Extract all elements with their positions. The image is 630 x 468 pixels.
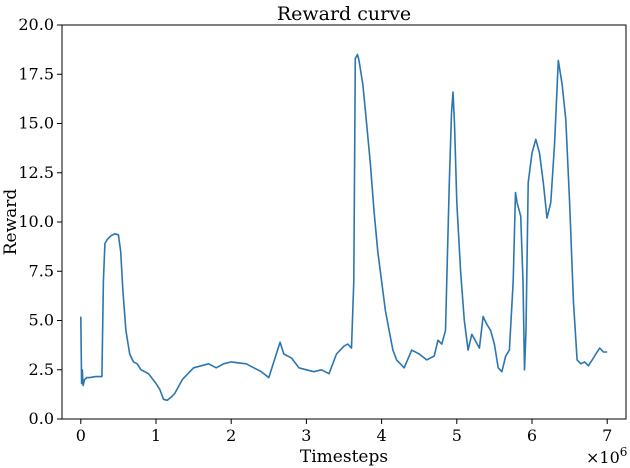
plot-area xyxy=(61,24,627,420)
x-axis-label: Timesteps xyxy=(300,447,388,467)
x-tick-label: 1 xyxy=(151,426,161,445)
y-axis: 0.0 2.5 5.0 7.5 10.0 12.5 15.0 17.5 20.0 xyxy=(18,15,62,428)
y-tick-label: 0.0 xyxy=(29,409,54,428)
x-tick-label: 5 xyxy=(452,426,462,445)
y-tick-label: 2.5 xyxy=(29,360,54,379)
chart-title: Reward curve xyxy=(277,3,411,25)
x-tick-label: 7 xyxy=(602,426,612,445)
series-line-reward xyxy=(80,53,608,402)
y-tick-label: 12.5 xyxy=(18,163,54,182)
x-axis: 0 1 2 3 4 5 6 7 xyxy=(76,419,612,445)
y-tick-label: 5.0 xyxy=(29,311,54,330)
y-tick-label: 20.0 xyxy=(18,15,54,34)
x-tick-label: 3 xyxy=(301,426,311,445)
x-multiplier-base: ×10 xyxy=(586,448,620,467)
x-multiplier-exponent: 6 xyxy=(620,445,628,459)
x-tick-label: 2 xyxy=(226,426,236,445)
y-tick-label: 15.0 xyxy=(18,114,54,133)
y-tick-label: 10.0 xyxy=(18,212,54,231)
x-tick-label: 6 xyxy=(527,426,537,445)
y-tick-label: 7.5 xyxy=(29,261,54,280)
y-axis-label: Reward xyxy=(1,189,21,256)
y-tick-label: 17.5 xyxy=(18,64,54,83)
x-multiplier-label: ×106 xyxy=(586,445,627,467)
x-tick-label: 4 xyxy=(377,426,387,445)
x-tick-label: 0 xyxy=(76,426,86,445)
